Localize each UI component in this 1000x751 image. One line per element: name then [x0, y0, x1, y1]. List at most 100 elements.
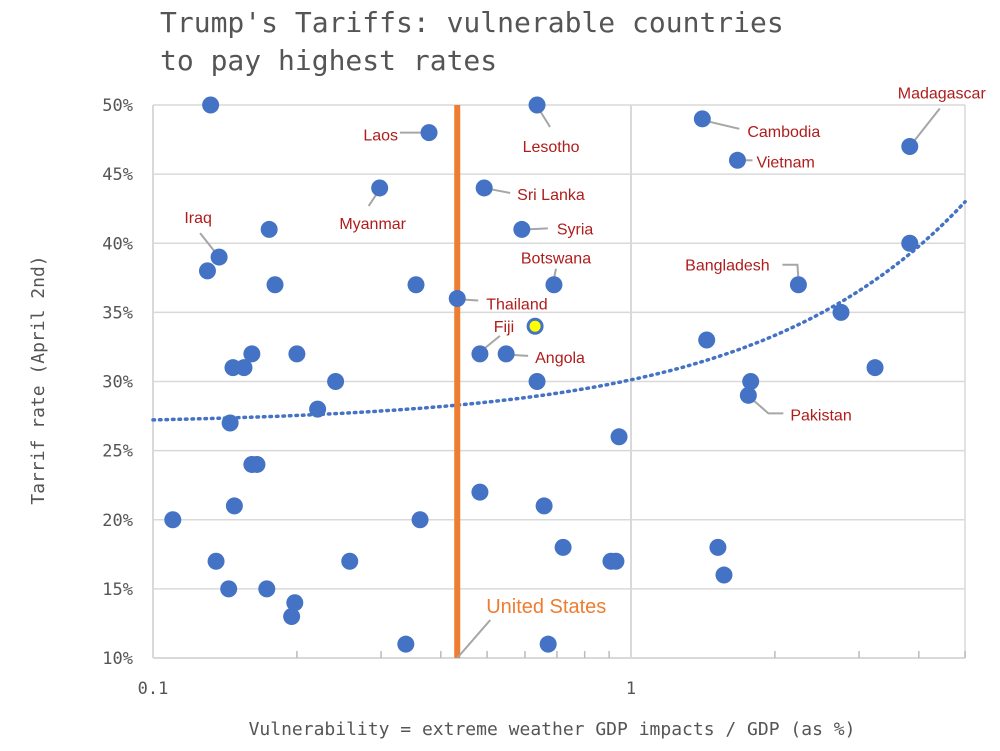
x-tick-label: 1 [626, 679, 636, 699]
trendline-path [151, 200, 967, 422]
country-label: Lesotho [523, 139, 580, 156]
data-point [235, 359, 253, 377]
data-point [288, 345, 306, 363]
data-point [693, 110, 711, 128]
country-label: Vietnam [756, 154, 814, 171]
y-tick-label: 35% [102, 303, 133, 323]
country-label: Angola [535, 350, 585, 367]
y-tick-label: 45% [102, 165, 133, 185]
country-label: Myanmar [339, 216, 406, 233]
data-point [866, 359, 884, 377]
data-point [207, 552, 225, 570]
data-point [371, 179, 389, 197]
leader-line [539, 110, 551, 128]
data-point [210, 248, 228, 266]
data-point [164, 511, 182, 529]
data-point [258, 580, 276, 598]
data-point [243, 345, 261, 363]
data-point [286, 594, 304, 612]
country-label: Cambodia [747, 124, 820, 141]
data-point [545, 276, 563, 294]
data-point [513, 220, 531, 238]
y-tick-label: 40% [102, 234, 133, 254]
data-point [448, 290, 466, 308]
data-point [610, 428, 628, 446]
data-point [539, 635, 557, 653]
reference-line-label: United States [486, 596, 606, 618]
x-axis-label: Vulnerability = extreme weather GDP impa… [249, 719, 856, 740]
reference-leader [456, 619, 491, 659]
data-point [471, 483, 489, 501]
data-point [715, 566, 733, 584]
country-label: Madagascar [898, 85, 987, 102]
x-tick-label: 0.1 [138, 679, 169, 699]
country-label: Thailand [486, 297, 547, 314]
data-point [607, 552, 625, 570]
data-point [407, 276, 425, 294]
leader-line [488, 187, 511, 194]
country-label: Sri Lanka [517, 187, 585, 204]
data-point [728, 151, 746, 169]
data-point [411, 511, 429, 529]
y-axis-ticks: 10% 15% 20% 25% 30% 35% 40% 45% 50% [102, 96, 133, 669]
gridlines [152, 104, 966, 659]
data-point [248, 455, 266, 473]
leader-line [483, 335, 501, 350]
y-tick-label: 25% [102, 442, 133, 462]
chart-title-line-2: to pay highest rates [160, 44, 497, 77]
data-point [260, 220, 278, 238]
data-point [789, 276, 807, 294]
country-label: Botswana [521, 251, 591, 268]
highlight-point [526, 317, 544, 335]
data-point [471, 345, 489, 363]
data-point [283, 608, 301, 626]
data-point [397, 635, 415, 653]
y-axis-label: Tarrif rate (April 2nd) [28, 255, 49, 504]
data-point [497, 345, 515, 363]
united-states-reference: United States [454, 105, 606, 659]
data-point [535, 497, 553, 515]
data-point [420, 124, 438, 142]
country-label: Bangladesh [685, 258, 770, 275]
country-label: Fiji [494, 319, 514, 336]
data-point [475, 179, 493, 197]
y-tick-label: 50% [102, 96, 133, 116]
country-label: Syria [557, 221, 594, 238]
leader-line [367, 193, 378, 207]
country-label: Iraq [184, 210, 212, 227]
data-point [742, 373, 760, 390]
y-tick-label: 30% [102, 373, 133, 393]
data-point [309, 400, 327, 418]
chart-title-line-1: Trump's Tariffs: vulnerable countries [160, 6, 784, 39]
data-point [221, 414, 239, 432]
leader-line [526, 227, 548, 231]
data-point [698, 331, 716, 349]
data-point [709, 538, 727, 556]
data-point [202, 96, 220, 114]
leader-line [751, 398, 784, 415]
data-point [225, 497, 243, 515]
data-points [164, 96, 919, 653]
data-point [739, 386, 757, 404]
data-point [901, 234, 919, 252]
country-label: Pakistan [790, 407, 851, 424]
trendline [151, 200, 967, 422]
leader-line [705, 119, 740, 130]
leader-line [912, 107, 941, 143]
leader-line [782, 263, 800, 279]
data-point [266, 276, 284, 294]
country-labels: Laos Lesotho Cambodia Madagascar Vietnam Myan… [184, 85, 986, 424]
data-point [832, 303, 850, 321]
country-label: Laos [363, 128, 398, 145]
y-tick-label: 10% [102, 649, 133, 669]
data-point [327, 373, 345, 390]
x-axis-ticks: 0.1 1 [138, 679, 636, 699]
data-point [901, 137, 919, 155]
data-point [198, 262, 216, 280]
y-tick-label: 20% [102, 511, 133, 531]
data-point [341, 552, 359, 570]
leader-line [199, 232, 216, 253]
data-point [528, 96, 546, 114]
data-point [528, 373, 546, 390]
